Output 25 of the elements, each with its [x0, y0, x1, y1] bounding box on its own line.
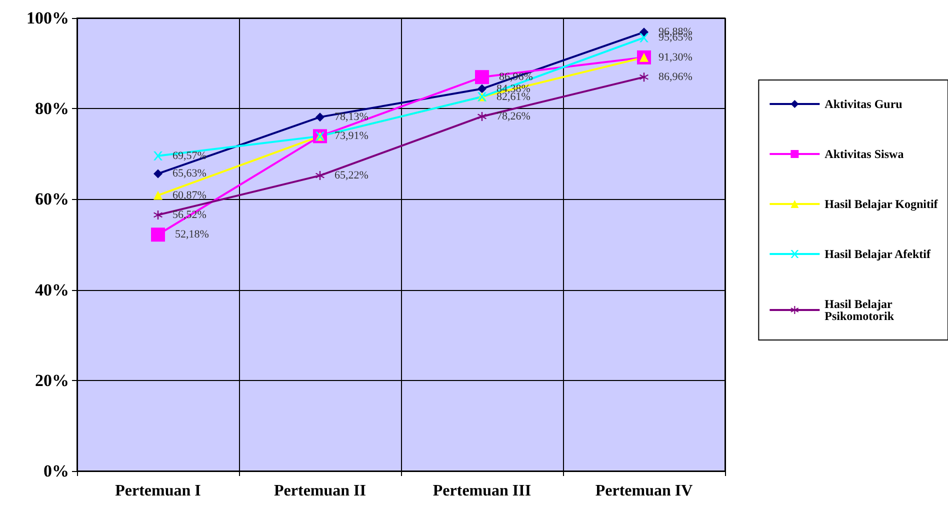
y-tick-label: 80%	[35, 99, 69, 118]
legend-label: Hasil Belajar Afektif	[824, 247, 932, 261]
y-tick-label: 40%	[35, 280, 69, 300]
data-label: 60,87%	[172, 189, 206, 202]
y-tick-label: 0%	[44, 462, 69, 480]
data-label: 69,57%	[172, 150, 206, 162]
data-label: 86,96%	[658, 71, 692, 84]
data-label: 73,91%	[334, 130, 368, 142]
y-tick-label: 100%	[26, 8, 69, 28]
legend-label: Aktivitas Siswa	[824, 147, 904, 161]
legend-label: Aktivitas Guru	[824, 97, 903, 111]
data-label: 65,22%	[334, 170, 368, 182]
x-tick-label: Pertemuan IV	[595, 482, 694, 500]
legend-label: Hasil Belajar Kognitif	[824, 197, 939, 211]
x-tick-label: Pertemuan II	[274, 482, 366, 500]
data-label: 91,30%	[658, 51, 692, 64]
y-tick-label: 20%	[35, 370, 69, 390]
x-tick-label: Pertemuan III	[432, 482, 532, 500]
data-label: 52,18%	[175, 228, 209, 241]
data-label: 65,63%	[172, 168, 206, 180]
legend-label: Hasil Belajar Psikomotorik	[824, 297, 896, 323]
data-label: 78,26%	[496, 110, 530, 122]
y-tick-label: 60%	[35, 190, 69, 209]
x-tick-label: Pertemuan I	[115, 482, 201, 500]
data-label: 78,13%	[334, 111, 368, 124]
